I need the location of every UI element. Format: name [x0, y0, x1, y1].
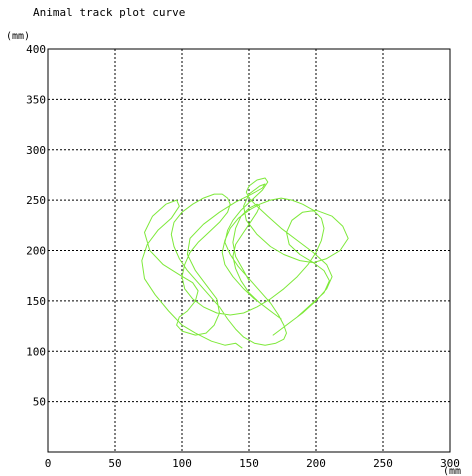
y-tick-label: 400 [26, 43, 46, 56]
x-tick-label: 300 [440, 457, 460, 470]
y-tick-label: 350 [26, 93, 46, 106]
y-tick-label: 150 [26, 295, 46, 308]
track-series [141, 177, 349, 349]
x-tick-label: 150 [239, 457, 259, 470]
y-tick-label: 100 [26, 345, 46, 358]
y-tick-label: 200 [26, 245, 46, 258]
x-axis-ticks: 0 50 100 150 200 250 300 [45, 457, 460, 470]
grid [48, 49, 450, 452]
x-tick-label: 250 [373, 457, 393, 470]
y-tick-label: 300 [26, 144, 46, 157]
x-tick-label: 100 [172, 457, 192, 470]
y-tick-label: 50 [33, 396, 46, 409]
x-tick-label: 50 [108, 457, 121, 470]
chart-title: Animal track plot curve [33, 6, 185, 19]
x-unit-label: (mm [443, 466, 461, 476]
y-tick-label: 250 [26, 194, 46, 207]
x-tick-label: 0 [45, 457, 52, 470]
y-axis-ticks: 50 100 150 200 250 300 350 400 [26, 43, 46, 409]
y-unit-label: (mm) [6, 31, 30, 42]
x-tick-label: 200 [306, 457, 326, 470]
track-line [141, 177, 349, 349]
